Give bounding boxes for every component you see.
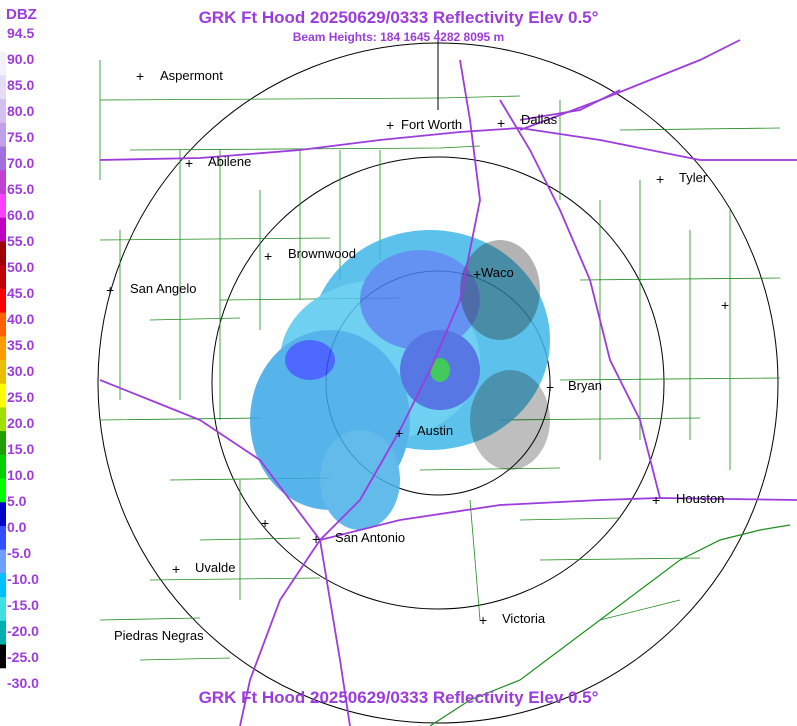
- city-marker-icon: +: [546, 379, 555, 395]
- city-marker-icon: +: [261, 515, 270, 531]
- city-marker-icon: +: [473, 266, 482, 282]
- city-marker-icon: +: [652, 492, 661, 508]
- city-marker-icon: +: [721, 297, 730, 313]
- legend-tick-label: 0.0: [7, 519, 27, 535]
- legend-tick-label: 35.0: [7, 337, 35, 353]
- legend-swatch: [0, 360, 6, 385]
- city-marker-icon: +: [136, 68, 145, 84]
- city-label: San Antonio: [335, 530, 406, 545]
- city-label: Piedras Negras: [114, 628, 204, 643]
- city-marker-icon: +: [106, 282, 115, 298]
- legend-swatch: [0, 51, 6, 76]
- legend-swatch: [0, 620, 6, 646]
- coastline: [429, 524, 791, 726]
- legend-tick-label: 10.0: [7, 467, 35, 483]
- legend-bar: [0, 28, 6, 692]
- legend-tick-label: 15.0: [7, 441, 35, 457]
- highways: [99, 39, 797, 726]
- legend-tick-label: 90.0: [7, 51, 35, 67]
- city-marker-icon: +: [172, 561, 181, 577]
- color-scale-legend: DBZ 94.5 90.0 85.0 80.0 75.0 70.0 65.0 60.0 55.0…: [0, 0, 40, 726]
- legend-swatch: [0, 431, 6, 456]
- legend-swatch: [0, 122, 6, 148]
- legend-swatch: [0, 265, 6, 290]
- legend-tick-label: -20.0: [7, 623, 39, 639]
- legend-swatch: [0, 549, 6, 574]
- legend-swatch: [0, 170, 6, 195]
- beam-heights-subtitle: Beam Heights: 184 1645 4282 8095 m: [292, 30, 505, 44]
- map-title: GRK Ft Hood 20250629/0333 Reflectivity E…: [198, 8, 599, 27]
- legend-swatch: [0, 288, 6, 314]
- city-marker-icon: +: [185, 155, 194, 171]
- legend-unit: DBZ: [6, 6, 37, 23]
- legend-swatch: [0, 478, 6, 503]
- city-label: Austin: [417, 423, 454, 438]
- legend-tick-label: -10.0: [7, 571, 39, 587]
- legend-swatch: [0, 28, 6, 53]
- legend-tick-label: 45.0: [7, 285, 35, 301]
- city-label: Victoria: [502, 611, 546, 626]
- city-label: Dallas: [521, 112, 558, 127]
- legend-swatch: [0, 75, 6, 100]
- legend-tick-label: 85.0: [7, 77, 35, 93]
- legend-swatch: [0, 146, 6, 171]
- legend-tick-label: 80.0: [7, 103, 35, 119]
- legend-tick-label: 25.0: [7, 389, 35, 405]
- city-label: Tyler: [679, 170, 708, 185]
- legend-swatch: [0, 99, 6, 124]
- legend-swatch: [0, 407, 6, 432]
- city-label: Abilene: [208, 154, 252, 169]
- legend-tick-label: 65.0: [7, 181, 35, 197]
- legend-tick-label: 75.0: [7, 129, 35, 145]
- legend-swatch: [0, 194, 6, 219]
- map-footer-title: GRK Ft Hood 20250629/0333 Reflectivity E…: [198, 688, 599, 707]
- legend-swatch: [0, 644, 6, 669]
- legend-tick-label: -15.0: [7, 597, 39, 613]
- legend-tick-label: 40.0: [7, 311, 35, 327]
- legend-tick-label: 20.0: [7, 415, 35, 431]
- legend-swatch: [0, 573, 6, 598]
- legend-swatch: [0, 526, 6, 551]
- city-label: Waco: [481, 265, 514, 280]
- city-label: Uvalde: [195, 560, 236, 575]
- legend-swatch: [0, 454, 6, 480]
- city-marker-icon: +: [479, 612, 488, 628]
- legend-tick-label: -30.0: [7, 675, 39, 691]
- legend-tick-label: 94.5: [7, 25, 35, 41]
- legend-swatch: [0, 241, 6, 266]
- radar-echo: [250, 230, 550, 530]
- legend-tick-label: -5.0: [7, 545, 32, 561]
- legend-tick-label: 60.0: [7, 207, 35, 223]
- city-marker-icon: +: [312, 531, 321, 547]
- city-label: Fort Worth: [401, 117, 463, 132]
- legend-tick-label: 70.0: [7, 155, 35, 171]
- legend-tick-label: 5.0: [7, 493, 27, 509]
- county-lines: [99, 60, 781, 661]
- legend-swatch: [0, 502, 6, 527]
- city-label: Bryan: [568, 378, 602, 393]
- city-marker-icon: +: [395, 425, 404, 441]
- legend-tick-label: -25.0: [7, 649, 39, 665]
- city-label: Houston: [676, 491, 725, 506]
- legend-swatch: [0, 383, 6, 408]
- legend-tick-label: 50.0: [7, 259, 35, 275]
- legend-tick-label: 30.0: [7, 363, 35, 379]
- city-label: Brownwood: [288, 246, 356, 261]
- city-marker-icon: +: [656, 171, 665, 187]
- legend-swatch: [0, 312, 6, 337]
- city-label: San Angelo: [130, 281, 197, 296]
- range-ring-2: [211, 156, 665, 610]
- legend-swatch: [0, 668, 6, 692]
- legend-tick-label: 55.0: [7, 233, 35, 249]
- city-marker-icon: +: [386, 117, 395, 133]
- city-marker-icon: +: [497, 115, 506, 131]
- legend-swatch: [0, 217, 6, 242]
- legend-swatch: [0, 597, 6, 622]
- city-label: Aspermont: [160, 68, 223, 83]
- city-marker-icon: +: [264, 248, 273, 264]
- legend-swatch: [0, 336, 6, 361]
